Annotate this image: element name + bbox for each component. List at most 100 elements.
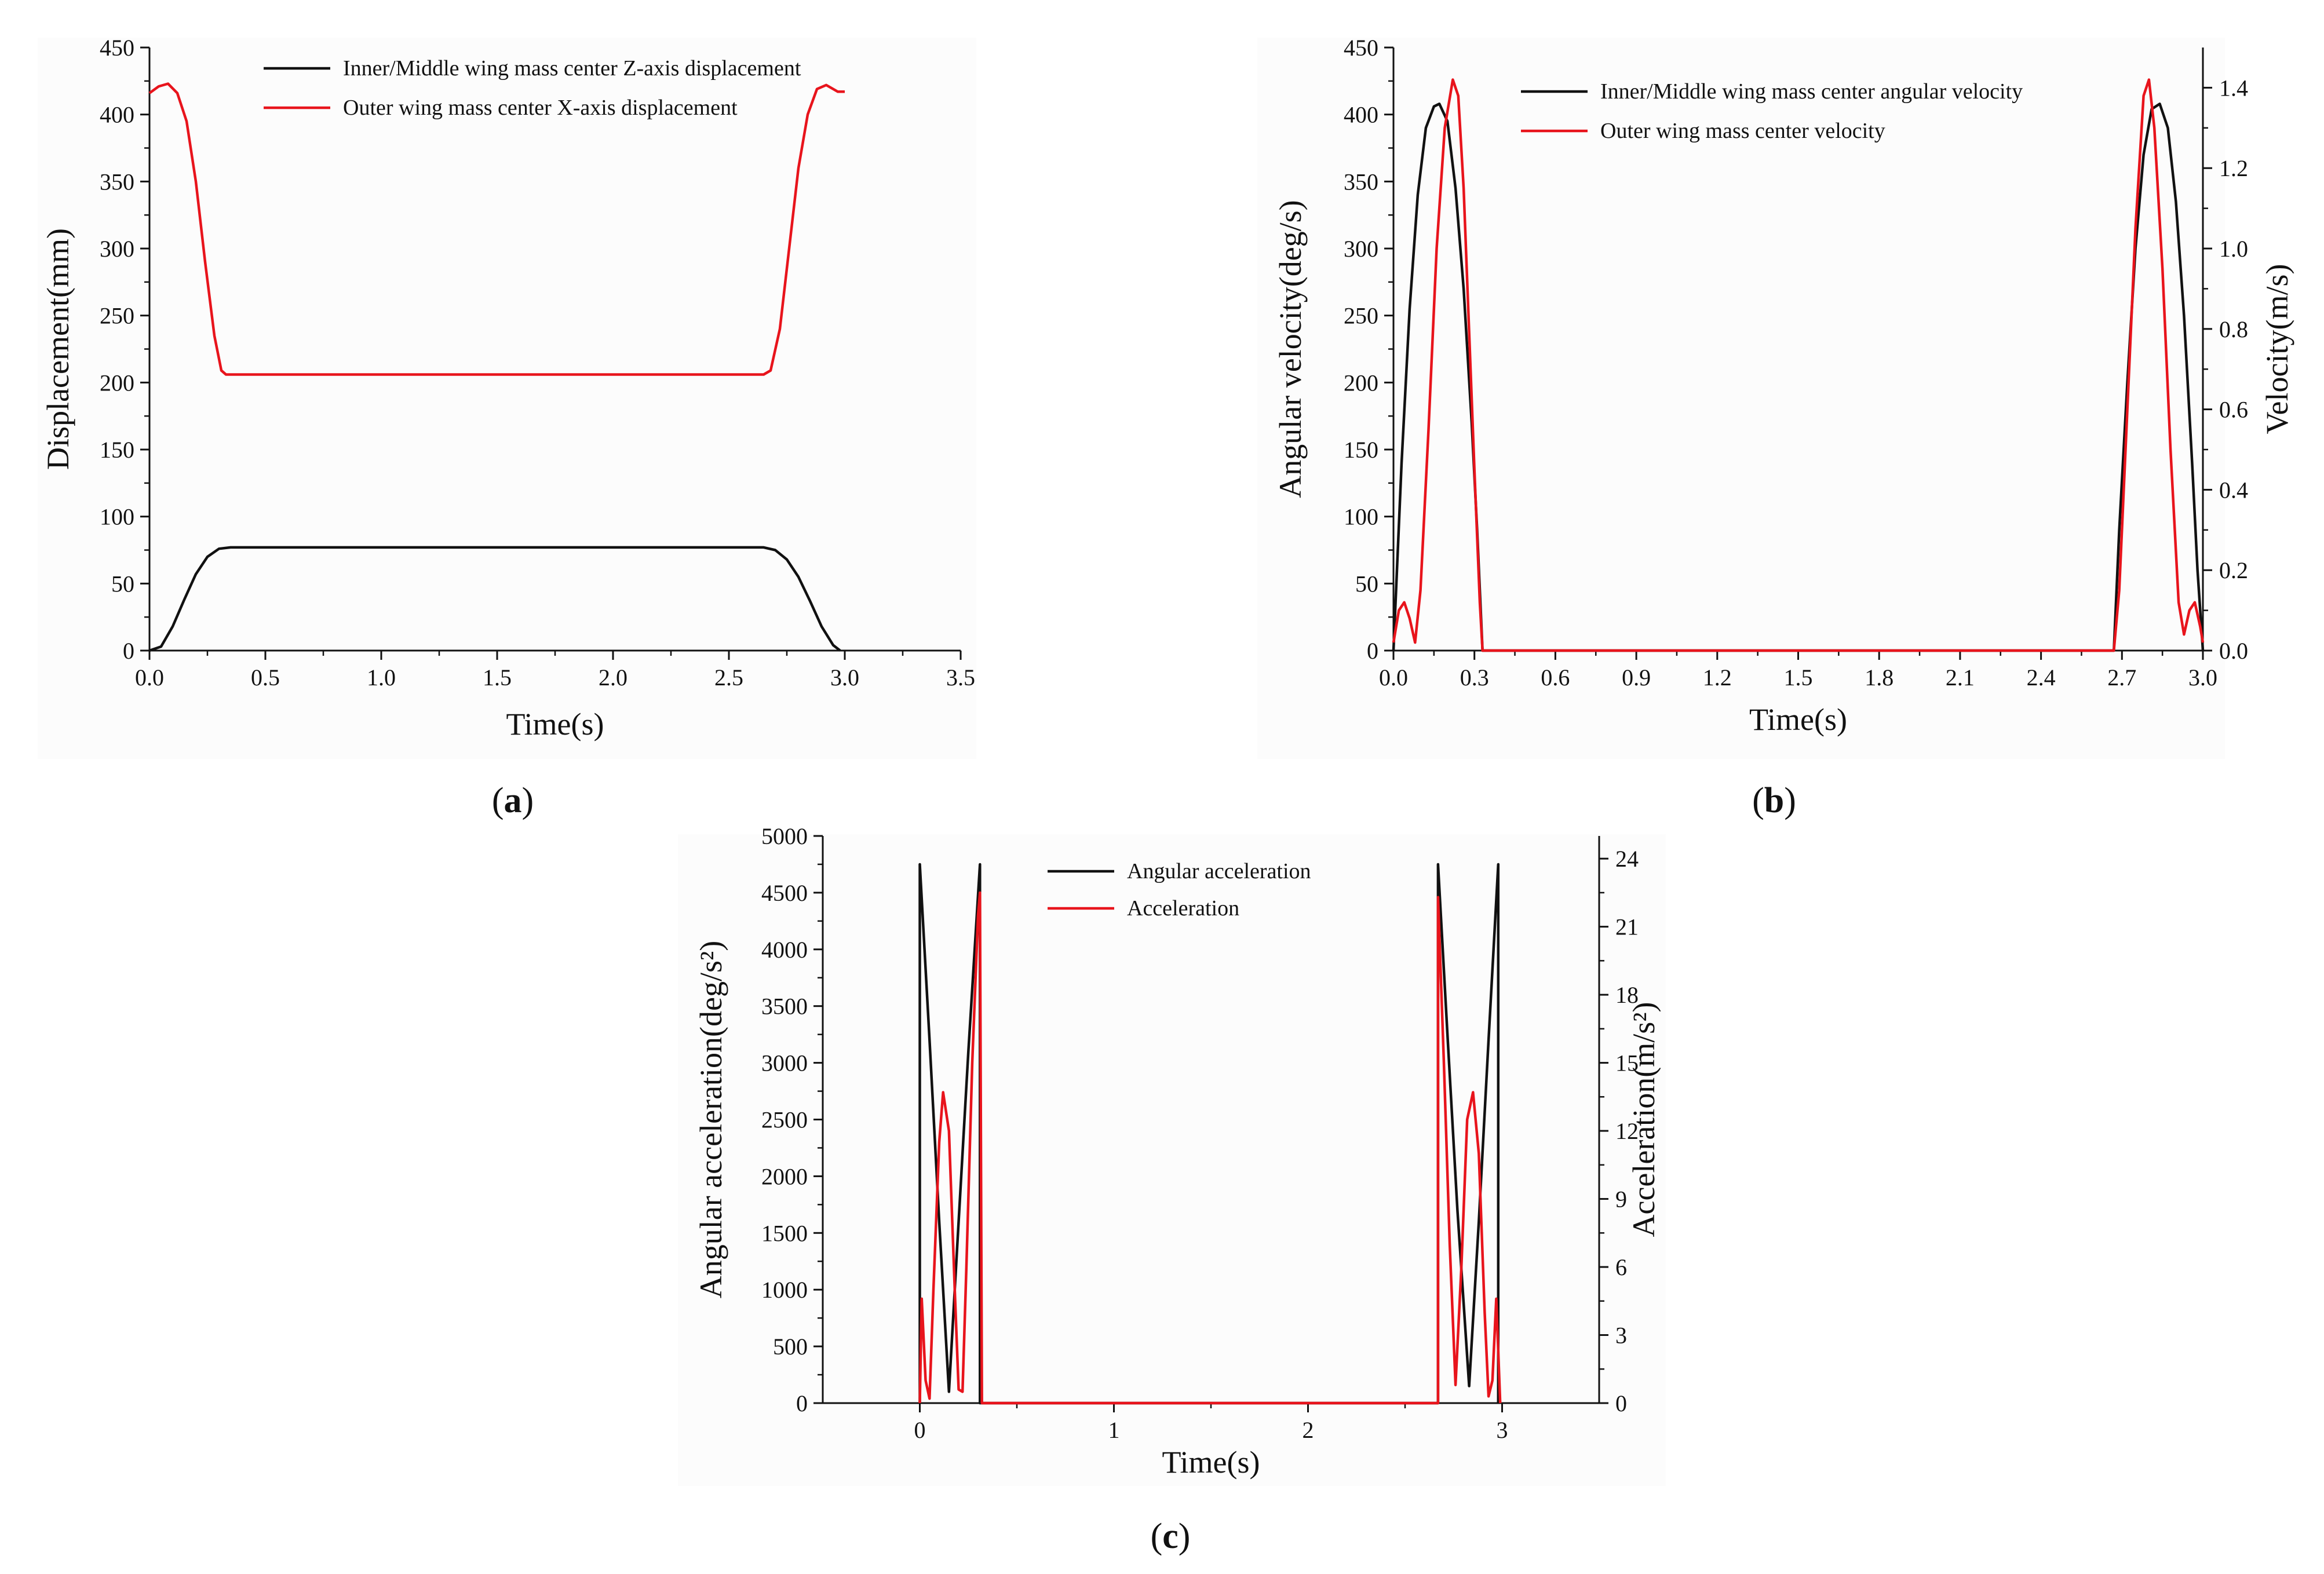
y2-tick-label: 18 xyxy=(1615,982,1639,1008)
x-tick-label: 2.5 xyxy=(714,664,743,691)
y-tick-label: 100 xyxy=(100,504,134,530)
y-tick-label: 0 xyxy=(1367,638,1378,664)
x-tick-label: 1.2 xyxy=(1703,664,1732,691)
y-tick-label: 100 xyxy=(1344,504,1378,530)
series-line-black xyxy=(149,546,841,652)
x-tick-label: 1.5 xyxy=(483,664,512,691)
x-tick-label: 2.7 xyxy=(2107,664,2136,691)
y-tick-label: 0 xyxy=(796,1390,808,1416)
y-tick-label: 250 xyxy=(1344,303,1378,329)
y2-tick-label: 6 xyxy=(1615,1254,1627,1280)
y2-tick-label: 3 xyxy=(1615,1323,1627,1349)
y2-tick-label: 21 xyxy=(1615,914,1639,940)
y-tick-label: 500 xyxy=(773,1334,808,1360)
y2-tick-label: 0.0 xyxy=(2219,638,2248,664)
x-tick-label: 1.5 xyxy=(1784,664,1813,691)
x-tick-label: 1.8 xyxy=(1865,664,1894,691)
y-tick-label: 300 xyxy=(100,236,134,262)
panel-label-open: ( xyxy=(1752,781,1764,820)
panel-label-close: ) xyxy=(522,781,534,820)
x-tick-label: 0.0 xyxy=(135,664,164,691)
y-axis-title: Displacement(mm) xyxy=(41,228,75,470)
plot-background xyxy=(678,834,1666,1486)
series-line-red xyxy=(918,891,1502,1405)
x-tick-label: 2.0 xyxy=(599,664,627,691)
y2-tick-label: 0 xyxy=(1615,1390,1627,1416)
y-tick-label: 300 xyxy=(1344,236,1378,262)
y2-tick-label: 1.4 xyxy=(2219,75,2248,101)
x-tick-label: 1 xyxy=(1108,1417,1120,1443)
x-tick-label: 0.0 xyxy=(1379,664,1408,691)
y2-tick-label: 0.8 xyxy=(2219,316,2248,342)
y-tick-label: 150 xyxy=(100,437,134,463)
panel-label: (a) xyxy=(492,781,534,820)
y-tick-label: 1000 xyxy=(761,1277,808,1303)
x-tick-label: 0.6 xyxy=(1541,664,1570,691)
y2-tick-label: 9 xyxy=(1615,1186,1627,1213)
y-tick-label: 50 xyxy=(111,571,134,597)
panel-label-close: ) xyxy=(1179,1517,1191,1556)
x-tick-label: 3 xyxy=(1497,1417,1508,1443)
y-tick-label: 50 xyxy=(1355,571,1378,597)
y-axis-title: Angular velocity(deg/s) xyxy=(1273,200,1308,498)
y-tick-label: 4000 xyxy=(761,937,808,963)
y-tick-label: 450 xyxy=(1344,35,1378,61)
series-line-red xyxy=(148,82,845,376)
chart-panel-b: 0.0 0.3 0.6 0.9 1.2 1.5 1.8 2.1 2.4 2.7 3.0 0 50 100 1… xyxy=(1257,35,2294,820)
x-tick-label: 1.0 xyxy=(367,664,396,691)
y-tick-label: 350 xyxy=(1344,169,1378,195)
plot-background xyxy=(38,38,976,759)
series-line-red xyxy=(1392,78,2205,652)
y2-tick-label: 1.0 xyxy=(2219,236,2248,262)
y-tick-label: 3500 xyxy=(761,994,808,1020)
y-tick-label: 2000 xyxy=(761,1163,808,1189)
legend: Inner/Middle wing mass center angular ve… xyxy=(1521,79,2023,143)
x-tick-label: 3.0 xyxy=(2188,664,2217,691)
y2-tick-label: 0.4 xyxy=(2219,477,2248,503)
x-tick-label: 2 xyxy=(1303,1417,1314,1443)
y2-tick-label: 1.2 xyxy=(2219,155,2248,181)
y-tick-label: 150 xyxy=(1344,437,1378,463)
legend: Angular acceleration Acceleration xyxy=(1048,859,1311,921)
legend: Inner/Middle wing mass center Z-axis dis… xyxy=(264,56,801,120)
x-tick-label: 0 xyxy=(914,1417,926,1443)
y2-tick-label: 0.6 xyxy=(2219,397,2248,423)
legend-label: Inner/Middle wing mass center angular ve… xyxy=(1600,79,2023,104)
y2-tick-label: 24 xyxy=(1615,846,1639,872)
panel-label-close: ) xyxy=(1784,781,1796,820)
legend-label: Outer wing mass center X-axis displaceme… xyxy=(343,96,738,120)
x-tick-label: 0.9 xyxy=(1622,664,1651,691)
y-tick-label: 2500 xyxy=(761,1107,808,1133)
legend-label: Inner/Middle wing mass center Z-axis dis… xyxy=(343,56,801,81)
x-tick-label: 2.1 xyxy=(1946,664,1975,691)
x-tick-label: 0.5 xyxy=(251,664,280,691)
panel-label: (c) xyxy=(1151,1517,1191,1556)
panel-label-letter: b xyxy=(1764,781,1784,820)
plot-background xyxy=(1257,38,2225,759)
y-tick-label: 250 xyxy=(100,303,134,329)
x-axis-title: Time(s) xyxy=(1749,702,1847,737)
y2-tick-label: 0.2 xyxy=(2219,557,2248,583)
legend-label: Outer wing mass center velocity xyxy=(1600,119,1885,143)
y2-tick-label: 15 xyxy=(1615,1050,1639,1076)
y2-axis-title: Velocity(m/s) xyxy=(2260,264,2294,434)
y-tick-label: 1500 xyxy=(761,1220,808,1246)
y-tick-label: 200 xyxy=(100,370,134,396)
chart-panel-a: 0.0 0.5 1.0 1.5 2.0 2.5 3.0 3.5 0 50 100 150 200 250 3… xyxy=(38,35,976,820)
y-tick-label: 350 xyxy=(100,169,134,195)
y2-axis-title: Acceleration(m/s²) xyxy=(1626,1002,1661,1237)
y-tick-label: 4500 xyxy=(761,880,808,906)
y2-tick-label: 12 xyxy=(1615,1118,1639,1144)
y-tick-label: 450 xyxy=(100,35,134,61)
y-tick-label: 400 xyxy=(1344,102,1378,128)
x-axis-title: Time(s) xyxy=(1162,1445,1260,1480)
panel-label: (b) xyxy=(1752,781,1796,820)
y-axis-title: Angular acceleration(deg/s²) xyxy=(694,941,728,1298)
x-tick-label: 3.0 xyxy=(830,664,859,691)
legend-label: Angular acceleration xyxy=(1127,859,1311,883)
panel-label-letter: a xyxy=(504,781,522,820)
x-tick-label: 0.3 xyxy=(1460,664,1489,691)
y-tick-label: 5000 xyxy=(761,823,808,849)
panel-label-letter: c xyxy=(1162,1517,1179,1556)
